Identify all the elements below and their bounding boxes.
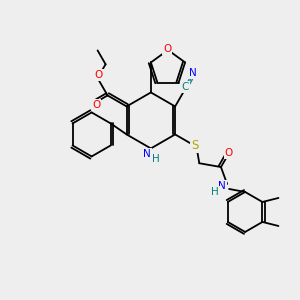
Text: N: N bbox=[218, 181, 226, 191]
Text: O: O bbox=[225, 148, 233, 158]
Text: O: O bbox=[94, 70, 103, 80]
Text: N: N bbox=[143, 149, 151, 159]
Text: H: H bbox=[152, 154, 160, 164]
Text: O: O bbox=[163, 44, 171, 54]
Text: H: H bbox=[211, 187, 219, 197]
Text: N: N bbox=[189, 68, 197, 78]
Text: O: O bbox=[92, 100, 100, 110]
Text: S: S bbox=[191, 139, 198, 152]
Text: C: C bbox=[182, 82, 189, 92]
